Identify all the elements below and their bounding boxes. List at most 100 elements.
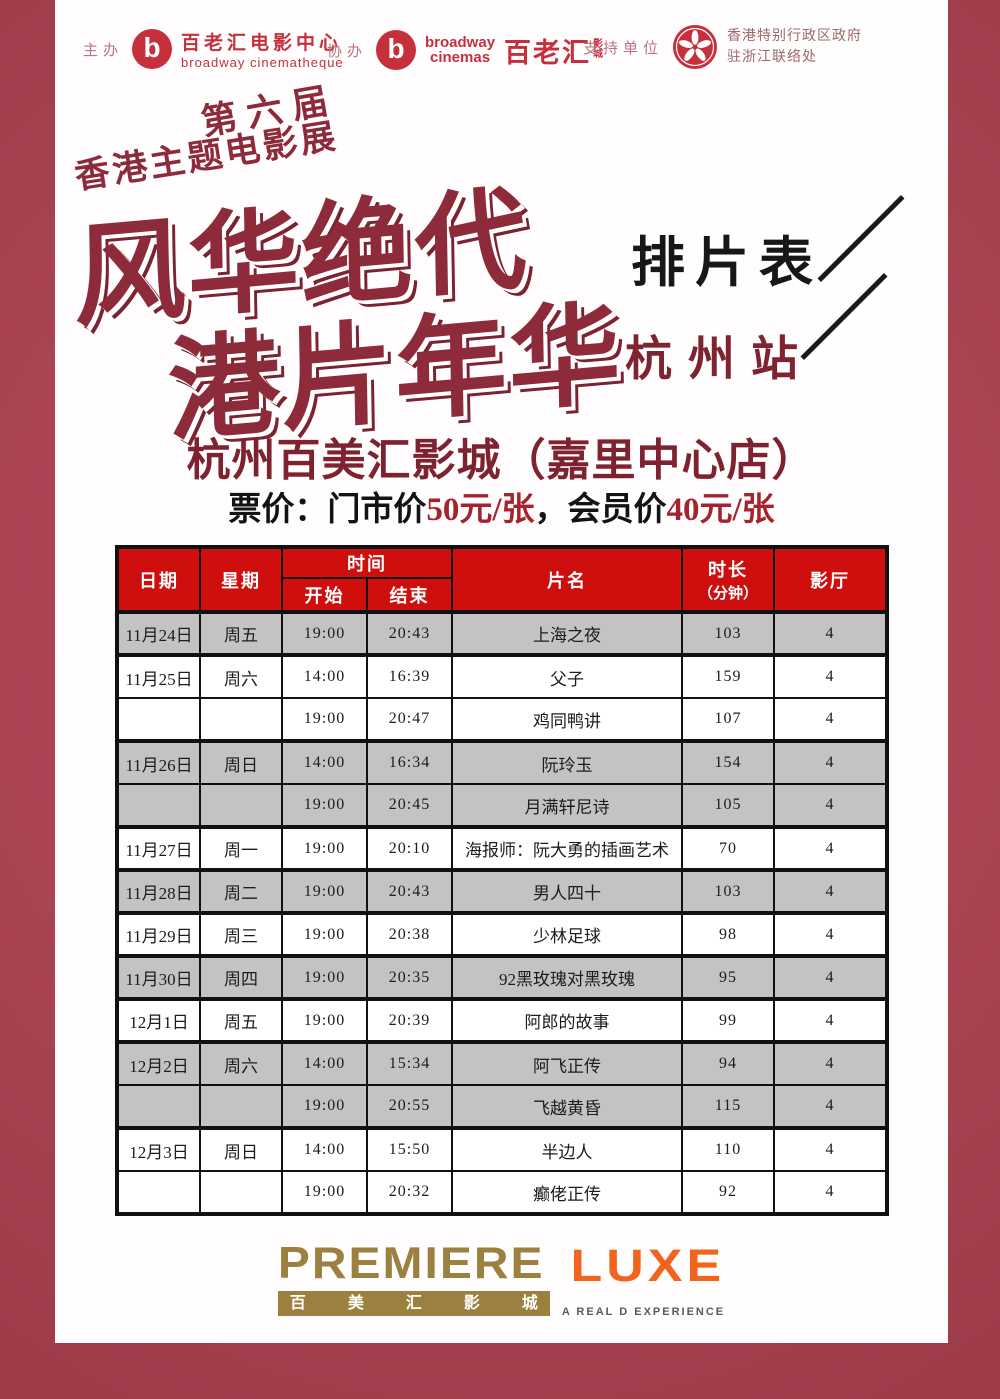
end-time-cell: 20:38 xyxy=(366,911,453,957)
end-time-cell: 16:34 xyxy=(366,739,453,785)
date-cell: 11月24日 xyxy=(116,610,201,656)
duration-cell: 94 xyxy=(681,1040,775,1086)
date-cell xyxy=(116,697,201,742)
end-time-cell: 15:34 xyxy=(366,1040,453,1086)
film-title-cell: 上海之夜 xyxy=(451,610,683,656)
premiere-luxe-brand: PREMIERE 百 美 汇 影 城 LUXE A REAL D EXPERIENCE xyxy=(55,1240,948,1318)
end-time-cell: 20:32 xyxy=(366,1170,453,1215)
date-cell: 12月2日 xyxy=(116,1040,201,1086)
duration-cell: 105 xyxy=(681,783,775,828)
supporter-text: 香港特别行政区政府 驻浙江联络处 xyxy=(727,29,863,65)
hall-cell: 4 xyxy=(773,1126,888,1172)
hk-bauhinia-emblem-icon xyxy=(673,25,718,69)
col-header-end: 结束 xyxy=(366,577,453,613)
end-time-cell: 15:50 xyxy=(366,1126,453,1172)
film-title-cell: 海报师：阮大勇的插画艺术 xyxy=(451,825,683,871)
film-title-cell: 半边人 xyxy=(451,1126,683,1172)
station-label: 杭州站 xyxy=(625,334,814,386)
table-row: 12月2日 周六 14:00 15:34 阿飞正传 94 4 xyxy=(116,1040,888,1086)
end-time-cell: 20:55 xyxy=(366,1084,453,1129)
hall-cell: 4 xyxy=(773,997,888,1043)
premiere-cn-char: 城 xyxy=(521,1294,538,1312)
table-row: 11月29日 周三 19:00 20:38 少林足球 98 4 xyxy=(116,911,888,957)
date-cell xyxy=(116,1170,201,1215)
start-time-cell: 19:00 xyxy=(281,911,368,957)
hall-cell: 4 xyxy=(773,954,888,1000)
table-row: 12月3日 周日 14:00 15:50 半边人 110 4 xyxy=(116,1126,888,1172)
col-header-weekday: 星期 xyxy=(199,546,283,613)
premiere-cn-char: 影 xyxy=(463,1294,480,1312)
co-organizer-label: 协办 xyxy=(327,43,368,60)
ticket-price-line: 票价：门市价50元/张，会员价40元/张 xyxy=(228,492,775,528)
start-time-cell: 19:00 xyxy=(281,868,368,914)
duration-cell: 107 xyxy=(681,697,775,742)
organizer-logo-en: broadway cinematheque xyxy=(181,55,344,70)
hall-cell: 4 xyxy=(773,1170,888,1215)
col-header-duration: 时长 （分钟） xyxy=(681,546,775,613)
film-title-cell: 鸡同鸭讲 xyxy=(451,697,683,742)
table-row: 11月24日 周五 19:00 20:43 上海之夜 103 4 xyxy=(116,610,888,656)
duration-cell: 159 xyxy=(681,653,775,699)
table-row: 19:00 20:55 飞越黄昏 115 4 xyxy=(116,1084,888,1129)
start-time-cell: 19:00 xyxy=(281,697,368,742)
start-time-cell: 14:00 xyxy=(281,653,368,699)
table-row: 11月26日 周日 14:00 16:34 阮玲玉 154 4 xyxy=(116,739,888,785)
weekday-cell: 周二 xyxy=(199,868,283,914)
end-time-cell: 20:35 xyxy=(366,954,453,1000)
start-time-cell: 19:00 xyxy=(281,1170,368,1215)
film-title-cell: 阮玲玉 xyxy=(451,739,683,785)
duration-cell: 154 xyxy=(681,739,775,785)
end-time-cell: 20:39 xyxy=(366,997,453,1043)
poster-card: 主办 b 百老汇电影中心 broadway cinematheque 协办 b … xyxy=(55,0,948,1343)
date-cell: 12月1日 xyxy=(116,997,201,1043)
organizer-logo-text: 百老汇电影中心 broadway cinematheque xyxy=(181,28,344,70)
film-title-cell: 阿飞正传 xyxy=(451,1040,683,1086)
weekday-cell: 周一 xyxy=(199,825,283,871)
end-time-cell: 20:10 xyxy=(366,825,453,871)
film-title-cell: 男人四十 xyxy=(451,868,683,914)
table-row: 11月25日 周六 14:00 16:39 父子 159 4 xyxy=(116,653,888,699)
start-time-cell: 19:00 xyxy=(281,997,368,1043)
col-header-date: 日期 xyxy=(116,546,201,613)
weekday-cell: 周日 xyxy=(199,739,283,785)
film-title-cell: 92黑玫瑰对黑玫瑰 xyxy=(451,954,683,1000)
col-header-hall: 影厅 xyxy=(773,546,888,613)
weekday-cell xyxy=(199,783,283,828)
reald-tagline: A REAL D EXPERIENCE xyxy=(561,1306,726,1318)
hall-cell: 4 xyxy=(773,868,888,914)
co-organizer-logo-en: broadway cinemas xyxy=(425,34,496,66)
film-title-cell: 飞越黄昏 xyxy=(451,1084,683,1129)
start-time-cell: 14:00 xyxy=(281,739,368,785)
premiere-cn-char: 美 xyxy=(347,1294,364,1312)
weekday-cell xyxy=(199,1084,283,1129)
weekday-cell: 周五 xyxy=(199,610,283,656)
premiere-cn-char: 百 xyxy=(289,1294,306,1312)
broadway-cinematheque-logo-icon: b xyxy=(132,29,173,69)
start-time-cell: 19:00 xyxy=(281,783,368,828)
film-title-cell: 月满轩尼诗 xyxy=(451,783,683,828)
col-header-title: 片名 xyxy=(451,546,683,613)
date-cell: 11月28日 xyxy=(116,868,201,914)
end-time-cell: 20:43 xyxy=(366,610,453,656)
weekday-cell: 周六 xyxy=(199,653,283,699)
end-time-cell: 20:47 xyxy=(366,697,453,742)
date-cell: 11月25日 xyxy=(116,653,201,699)
end-time-cell: 16:39 xyxy=(366,653,453,699)
duration-cell: 70 xyxy=(681,825,775,871)
date-cell: 12月3日 xyxy=(116,1126,201,1172)
schedule-table: 日期 星期 时间 片名 时长 （分钟） 影厅 开始 结束 11月24日 周五 19:… xyxy=(115,545,889,1216)
hall-cell: 4 xyxy=(773,825,888,871)
duration-cell: 115 xyxy=(681,1084,775,1129)
table-row: 11月28日 周二 19:00 20:43 男人四十 103 4 xyxy=(116,868,888,914)
duration-cell: 103 xyxy=(681,868,775,914)
luxe-logo: LUXE xyxy=(570,1240,726,1292)
start-time-cell: 19:00 xyxy=(281,954,368,1000)
hall-cell: 4 xyxy=(773,1084,888,1129)
hall-cell: 4 xyxy=(773,783,888,828)
film-title-cell: 癫佬正传 xyxy=(451,1170,683,1215)
table-row: 11月27日 周一 19:00 20:10 海报师：阮大勇的插画艺术 70 4 xyxy=(116,825,888,871)
end-time-cell: 20:43 xyxy=(366,868,453,914)
date-cell xyxy=(116,783,201,828)
duration-cell: 92 xyxy=(681,1170,775,1215)
